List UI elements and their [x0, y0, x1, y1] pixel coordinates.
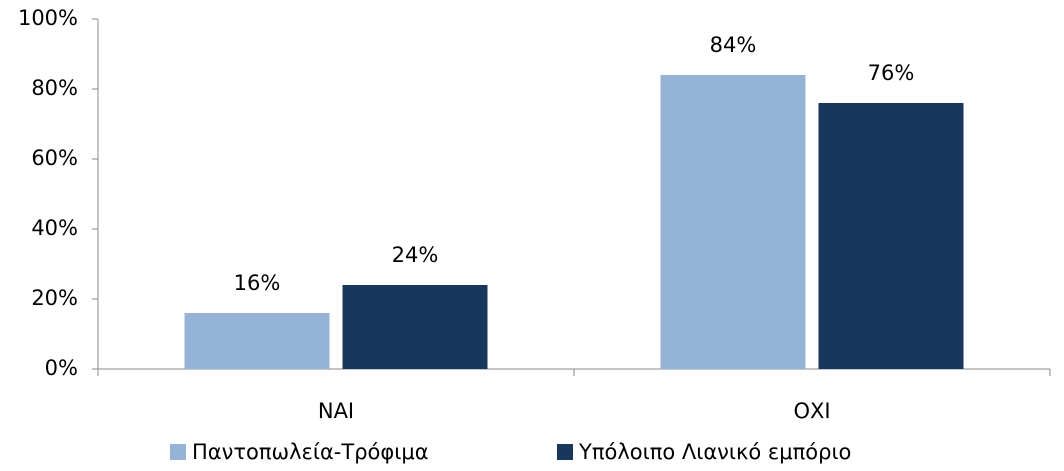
value-label: 84% [710, 33, 757, 57]
value-label: 24% [392, 243, 439, 267]
bar [184, 313, 330, 369]
y-tick-label: 40% [31, 216, 78, 240]
value-label: 76% [868, 61, 915, 85]
y-tick-label: 100% [18, 6, 78, 30]
y-tick-label: 60% [31, 146, 78, 170]
x-tick-label: ΟΧΙ [793, 399, 830, 423]
legend-swatch [170, 444, 186, 460]
legend-label: Υπόλοιπο Λιανικό εμπόριο [578, 440, 851, 464]
legend-swatch [557, 444, 573, 460]
bar [342, 285, 488, 369]
bar [818, 103, 964, 369]
y-tick-label: 20% [31, 286, 78, 310]
legend-label: Παντοπωλεία-Τρόφιμα [192, 440, 429, 464]
y-tick-label: 0% [45, 356, 78, 380]
y-tick-label: 80% [31, 76, 78, 100]
bar [660, 75, 806, 369]
value-label: 16% [234, 271, 281, 295]
x-tick-label: ΝΑΙ [318, 399, 354, 423]
